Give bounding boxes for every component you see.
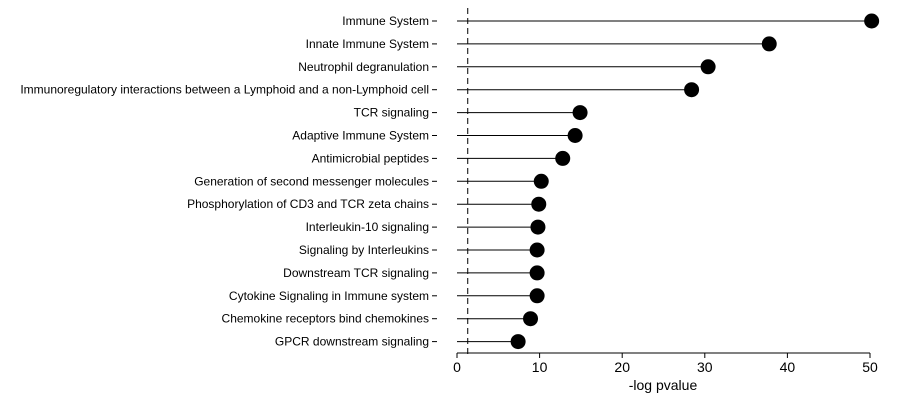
lollipop-point — [530, 219, 546, 235]
category-label: Innate Immune System — [306, 37, 429, 51]
x-tick-label: 0 — [453, 359, 461, 375]
lollipop-point — [684, 82, 700, 98]
lollipop-point — [529, 242, 545, 258]
lollipop-point — [529, 265, 545, 281]
lollipop-point — [567, 128, 583, 143]
x-tick-label: 10 — [532, 359, 548, 375]
lollipop-point — [700, 59, 716, 75]
category-label: Antimicrobial peptides — [312, 151, 429, 165]
lollipop-point — [523, 311, 539, 327]
lollipop-point — [864, 13, 880, 29]
category-label: Interleukin-10 signaling — [306, 220, 429, 234]
category-label: Immunoregulatory interactions between a … — [20, 83, 429, 97]
x-tick-label: 50 — [862, 359, 878, 375]
category-label: Generation of second messenger molecules — [194, 174, 429, 188]
category-label: Downstream TCR signaling — [283, 266, 429, 280]
category-label: Adaptive Immune System — [292, 129, 429, 143]
lollipop-point — [533, 173, 549, 189]
category-label: Immune System — [342, 14, 429, 28]
lollipop-point — [531, 196, 547, 212]
lollipop-point — [555, 150, 571, 166]
category-label: Phosphorylation of CD3 and TCR zeta chai… — [187, 197, 429, 211]
category-label: Chemokine receptors bind chemokines — [222, 312, 429, 326]
x-tick-label: 20 — [614, 359, 630, 375]
lollipop-point — [572, 105, 588, 121]
category-label: Neutrophil degranulation — [298, 60, 429, 74]
x-tick-label: 40 — [780, 359, 796, 375]
x-axis-title: -log pvalue — [629, 377, 698, 393]
category-label: TCR signaling — [354, 106, 429, 120]
category-label: GPCR downstream signaling — [275, 335, 429, 349]
lollipop-point — [529, 288, 545, 304]
lollipop-point — [510, 334, 526, 350]
plot-area: Immune System Innate Immune System Neutrop… — [20, 8, 880, 375]
category-label: Cytokine Signaling in Immune system — [229, 289, 429, 303]
x-tick-label: 30 — [697, 359, 713, 375]
category-label: Signaling by Interleukins — [299, 243, 429, 257]
lollipop-point — [761, 36, 777, 52]
